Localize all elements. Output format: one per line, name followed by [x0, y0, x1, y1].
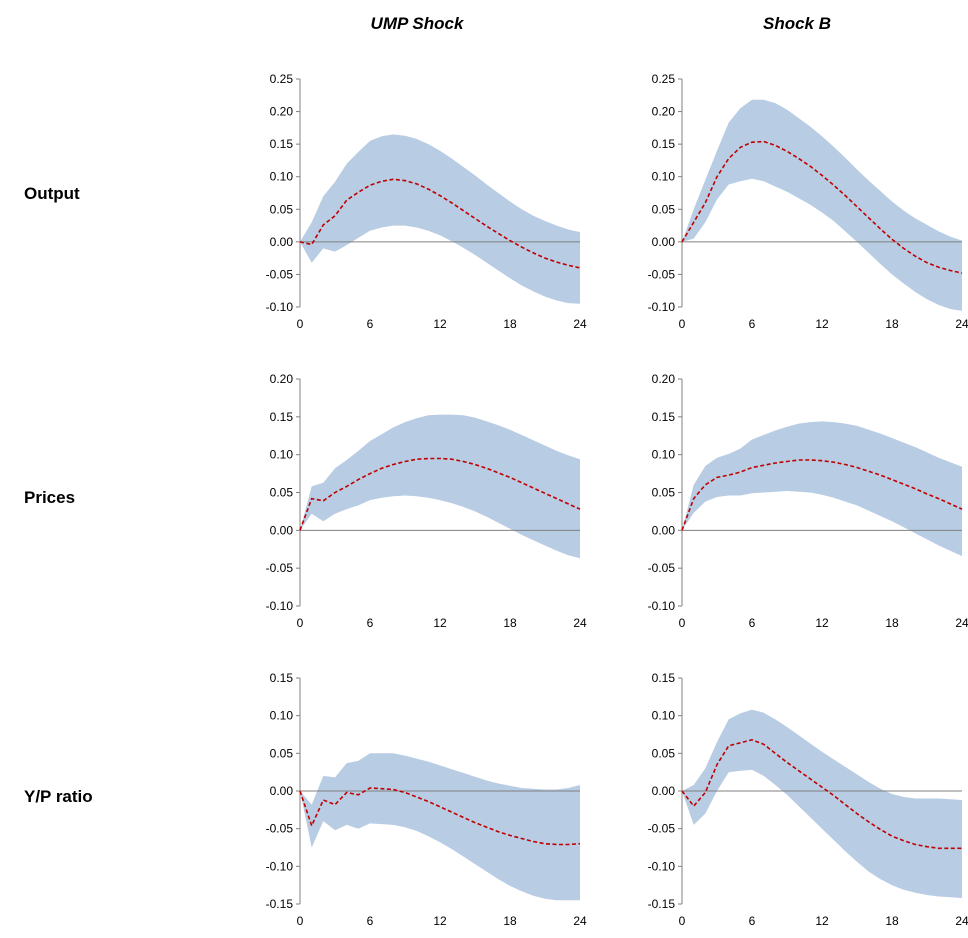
median-response-line — [681, 738, 962, 850]
y-tick-label: 0.00 — [652, 235, 676, 249]
x-tick-label: 24 — [573, 616, 587, 630]
chart-prices-shock-b: -0.10 -0.05 0.00 0.05 0.10 0.15 0.20 0 6 12 18 24 — [648, 372, 968, 630]
y-tick-label: 0.10 — [270, 448, 294, 462]
y-tick-label: -0.10 — [266, 599, 294, 613]
y-tick-label: -0.05 — [648, 561, 676, 575]
confidence-band — [682, 421, 962, 557]
x-tick-label: 0 — [679, 616, 686, 630]
y-tick-label: -0.05 — [266, 267, 294, 281]
y-tick-label: -0.10 — [266, 300, 294, 314]
x-tick-label: 12 — [815, 317, 829, 331]
x-tick-label: 24 — [573, 914, 587, 928]
x-tick-label: 12 — [433, 914, 447, 928]
chart-yp-ratio-shock-b: -0.15 -0.10 -0.05 0.00 0.05 0.10 0.15 0 6 12 18 24 — [648, 671, 968, 928]
x-tick-label: 0 — [297, 914, 304, 928]
y-tick-label: 0.15 — [652, 410, 676, 424]
y-tick-label: 0.05 — [270, 202, 294, 216]
y-tick-label: -0.05 — [266, 822, 294, 836]
y-tick-label: 0.00 — [270, 523, 294, 537]
x-tick-label: 18 — [503, 317, 517, 331]
y-tick-label: 0.20 — [652, 105, 676, 119]
y-tick-label: 0.10 — [270, 709, 294, 723]
y-tick-label: 0.15 — [652, 137, 676, 151]
confidence-band — [300, 414, 580, 559]
y-tick-label: 0.00 — [270, 784, 294, 798]
x-tick-label: 12 — [815, 616, 829, 630]
y-tick-label: 0.10 — [652, 709, 676, 723]
median-response-line — [681, 140, 963, 274]
y-tick-label: 0.15 — [270, 410, 294, 424]
row-label-output: Output — [24, 184, 80, 203]
confidence-band — [300, 134, 580, 304]
y-tick-label: 0.25 — [270, 72, 294, 86]
y-tick-label: 0.05 — [270, 486, 294, 500]
y-tick-label: 0.05 — [652, 746, 676, 760]
y-tick-label: 0.15 — [270, 671, 294, 685]
y-tick-label: 0.25 — [652, 72, 676, 86]
x-tick-label: 6 — [749, 914, 756, 928]
confidence-band — [682, 709, 962, 898]
y-tick-label: -0.15 — [266, 897, 294, 911]
chart-output-shock-b: -0.10 -0.05 0.00 0.05 0.10 0.15 0.20 0.25 0 6 12 18… — [648, 72, 968, 331]
y-tick-label: 0.20 — [652, 372, 676, 386]
y-tick-label: 0.10 — [270, 170, 294, 184]
x-tick-label: 6 — [367, 317, 374, 331]
y-tick-label: 0.20 — [270, 105, 294, 119]
y-tick-label: -0.10 — [266, 859, 294, 873]
y-tick-label: 0.10 — [652, 170, 676, 184]
x-tick-label: 24 — [573, 317, 587, 331]
x-tick-label: 18 — [885, 616, 899, 630]
x-tick-label: 0 — [679, 317, 686, 331]
x-tick-label: 18 — [885, 317, 899, 331]
x-tick-label: 6 — [367, 914, 374, 928]
y-tick-label: -0.10 — [648, 599, 676, 613]
y-tick-label: 0.05 — [270, 746, 294, 760]
x-tick-label: 0 — [679, 914, 686, 928]
median-response-line — [299, 457, 581, 531]
x-tick-label: 18 — [885, 914, 899, 928]
y-tick-label: 0.15 — [270, 137, 294, 151]
chart-yp-ratio-ump-shock: -0.15 -0.10 -0.05 0.00 0.05 0.10 0.15 0 6 12 18 24 — [266, 671, 587, 928]
row-label-yp-ratio: Y/P ratio — [24, 787, 93, 806]
column-title-shock-b: Shock B — [762, 14, 832, 33]
x-tick-label: 12 — [433, 616, 447, 630]
x-tick-label: 18 — [503, 616, 517, 630]
median-response-line — [299, 178, 581, 269]
x-tick-label: 24 — [955, 317, 968, 331]
x-tick-label: 24 — [955, 616, 968, 630]
y-tick-label: 0.20 — [270, 372, 294, 386]
row-label-prices: Prices — [24, 488, 76, 507]
x-tick-label: 12 — [815, 914, 829, 928]
x-tick-label: 12 — [433, 317, 447, 331]
confidence-band — [300, 753, 580, 901]
y-tick-label: 0.10 — [652, 448, 676, 462]
column-title-ump-shock: UMP Shock — [370, 14, 464, 33]
y-tick-label: 0.05 — [652, 486, 676, 500]
x-tick-label: 24 — [955, 914, 968, 928]
y-tick-label: -0.05 — [648, 267, 676, 281]
x-tick-label: 6 — [749, 616, 756, 630]
confidence-band — [682, 99, 962, 311]
x-tick-label: 6 — [749, 317, 756, 331]
y-tick-label: 0.00 — [270, 235, 294, 249]
x-tick-label: 6 — [367, 616, 374, 630]
chart-output-ump-shock: -0.10 -0.05 0.00 0.05 0.10 0.15 0.20 0.25 0 6 12 18… — [266, 72, 587, 331]
y-tick-label: 0.00 — [652, 523, 676, 537]
y-tick-label: -0.05 — [266, 561, 294, 575]
y-tick-label: 0.05 — [652, 202, 676, 216]
y-tick-label: -0.05 — [648, 822, 676, 836]
x-tick-label: 18 — [503, 914, 517, 928]
y-tick-label: -0.10 — [648, 300, 676, 314]
median-response-line — [681, 459, 963, 531]
x-tick-label: 0 — [297, 317, 304, 331]
y-tick-label: 0.15 — [652, 671, 676, 685]
median-response-line — [299, 787, 581, 846]
x-tick-label: 0 — [297, 616, 304, 630]
chart-prices-ump-shock: -0.10 -0.05 0.00 0.05 0.10 0.15 0.20 0 6 12 18 24 — [266, 372, 587, 630]
y-tick-label: 0.00 — [652, 784, 676, 798]
y-tick-label: -0.10 — [648, 859, 676, 873]
y-tick-label: -0.15 — [648, 897, 676, 911]
